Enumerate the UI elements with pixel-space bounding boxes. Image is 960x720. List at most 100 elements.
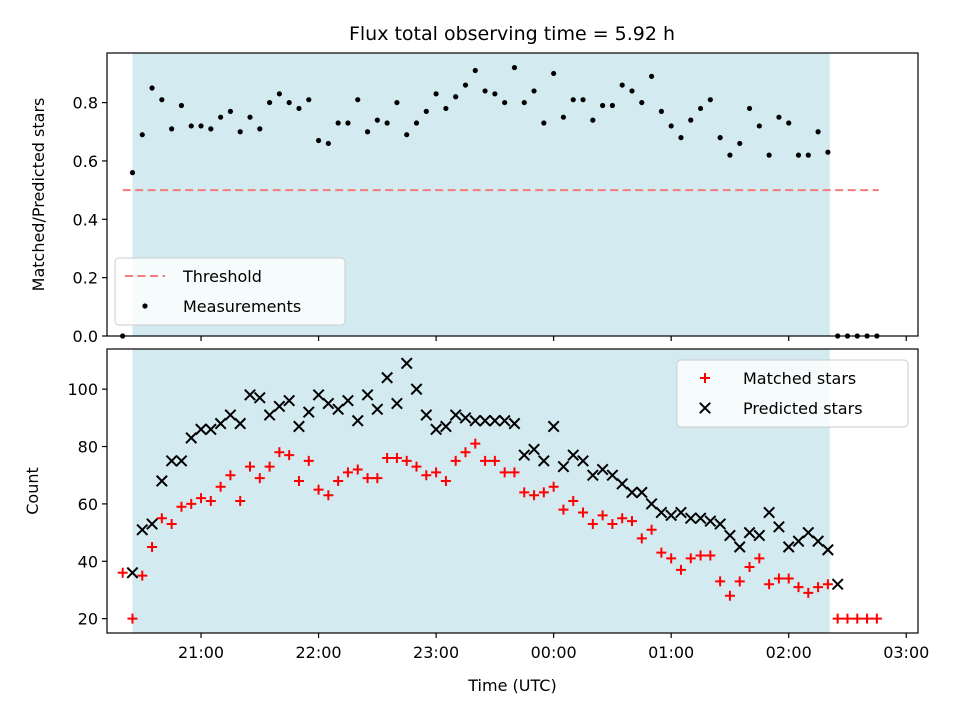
legend-measurements-label: Measurements: [183, 297, 301, 316]
bottom-y-axis-label: Count: [23, 467, 42, 515]
data-point: [420, 409, 433, 421]
data-point: [871, 613, 882, 624]
data-point: [433, 91, 439, 97]
data-point: [842, 613, 853, 624]
data-point: [531, 88, 537, 94]
x-tick-label: 03:00: [883, 643, 929, 662]
x-tick-label: 22:00: [296, 643, 342, 662]
data-point: [196, 493, 207, 504]
data-point: [355, 97, 361, 103]
data-point: [509, 467, 520, 478]
data-point: [283, 394, 296, 407]
data-point: [257, 126, 263, 132]
data-point: [384, 120, 390, 126]
data-point: [587, 518, 598, 529]
data-point: [293, 475, 304, 486]
legend-matched-label: Matched stars: [743, 369, 856, 388]
data-point: [616, 477, 629, 490]
data-point: [313, 484, 324, 495]
data-point: [374, 117, 380, 123]
top-legend: Threshold Measurements: [114, 257, 346, 326]
data-point: [198, 123, 204, 129]
data-point: [391, 453, 402, 464]
data-point: [364, 129, 371, 135]
top-axes-frame: [106, 52, 919, 337]
data-point: [421, 470, 432, 481]
bottom-series-predicted-stars: [126, 357, 834, 579]
data-point: [169, 126, 175, 132]
data-point: [815, 129, 821, 135]
data-point: [568, 496, 579, 507]
data-point: [724, 590, 735, 601]
data-point: [264, 461, 275, 472]
data-point: [482, 88, 488, 94]
legend-threshold-label: Threshold: [182, 267, 262, 286]
data-point: [578, 507, 589, 518]
data-point: [224, 409, 237, 421]
data-point: [636, 533, 647, 544]
data-point: [665, 509, 678, 522]
data-point: [453, 94, 459, 100]
data-point: [596, 463, 609, 476]
data-point: [776, 114, 782, 120]
data-point: [619, 82, 625, 88]
data-point: [629, 88, 635, 94]
data-point: [560, 114, 567, 120]
legend-matched-swatch: [700, 373, 710, 383]
legend-box: [676, 359, 909, 428]
data-point: [600, 102, 606, 109]
data-point: [218, 114, 224, 120]
y-tick-label: 100: [67, 380, 98, 399]
data-point: [342, 394, 354, 407]
data-point: [296, 105, 302, 112]
data-point: [541, 120, 547, 126]
legend-predicted-swatch: [699, 402, 711, 414]
data-point: [609, 102, 616, 109]
data-point: [498, 414, 511, 427]
data-point: [332, 403, 345, 416]
data-point: [832, 613, 843, 624]
data-point: [266, 99, 273, 106]
data-point: [188, 123, 194, 129]
legend-box: [114, 257, 346, 326]
y-tick-label: 0.4: [73, 210, 98, 229]
data-point: [254, 473, 265, 484]
data-point: [149, 85, 155, 91]
data-point: [470, 438, 481, 449]
data-point: [786, 120, 792, 126]
x-tick-label: 01:00: [648, 643, 694, 662]
y-tick-label: 20: [78, 610, 98, 629]
data-point: [537, 454, 550, 467]
data-point: [792, 535, 805, 548]
top-y-axis-label: Matched/Predicted stars: [29, 98, 48, 292]
data-point: [502, 99, 508, 106]
data-point: [247, 114, 253, 120]
data-point: [372, 473, 383, 484]
data-point: [423, 108, 429, 114]
data-point: [146, 518, 158, 530]
data-point: [312, 388, 325, 401]
data-point: [508, 417, 521, 430]
data-point: [381, 371, 394, 384]
data-point: [548, 481, 559, 492]
data-point: [607, 518, 618, 529]
data-point: [286, 99, 292, 106]
data-point: [803, 587, 814, 598]
data-point: [763, 506, 776, 519]
data-point: [303, 455, 314, 466]
data-point: [362, 473, 373, 484]
data-point: [205, 496, 216, 507]
data-point: [764, 579, 775, 590]
data-point: [511, 64, 518, 71]
bottom-panel: 20 40 60 80 100 21:00 22:00 23:00 00:00 01:00 02:0…: [23, 348, 929, 695]
bottom-legend: Matched stars Predicted stars: [676, 359, 909, 428]
data-point: [225, 470, 236, 481]
data-point: [333, 475, 344, 486]
data-point: [782, 541, 795, 553]
data-point: [439, 420, 452, 433]
bottom-series-extra-2: [831, 578, 844, 591]
top-series-measurements: [120, 64, 880, 339]
data-point: [459, 411, 472, 424]
data-point: [175, 454, 188, 467]
data-point: [793, 582, 804, 593]
